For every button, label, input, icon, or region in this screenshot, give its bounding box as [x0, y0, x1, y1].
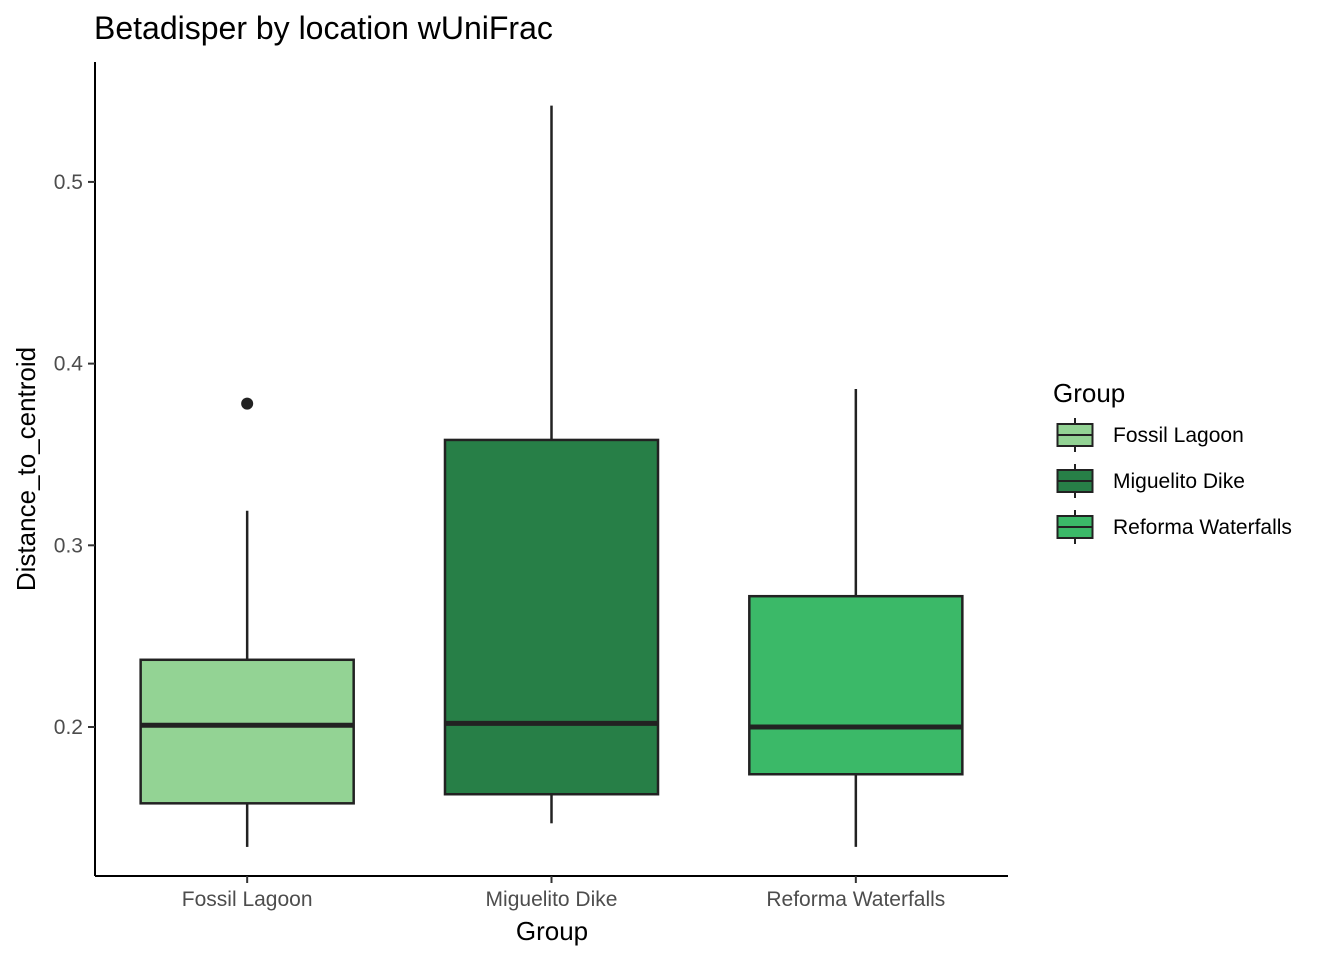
legend-items: Fossil Lagoon Miguelito Dike Reforma Water…	[1056, 418, 1292, 544]
y-tick-label: 0.4	[54, 353, 84, 376]
box-reforma-waterfalls	[748, 389, 964, 847]
x-axis-ticks: Fossil Lagoon Miguelito Dike Reforma Water…	[182, 876, 945, 911]
legend-label: Fossil Lagoon	[1113, 424, 1244, 447]
x-tick-label: Miguelito Dike	[486, 888, 618, 911]
y-axis-title: Distance_to_centroid	[11, 347, 41, 591]
legend-item: Reforma Waterfalls	[1056, 510, 1292, 544]
y-tick-label: 0.5	[54, 171, 83, 194]
iqr-box	[443, 438, 660, 796]
legend-title: Group	[1053, 378, 1125, 408]
boxplot-boxes	[139, 105, 964, 847]
legend-label: Reforma Waterfalls	[1113, 516, 1292, 539]
legend-label: Miguelito Dike	[1113, 470, 1245, 493]
y-tick-label: 0.3	[54, 534, 83, 557]
x-axis-title: Group	[516, 916, 588, 946]
legend-item: Fossil Lagoon	[1056, 418, 1244, 452]
iqr-box	[748, 594, 964, 776]
legend-item: Miguelito Dike	[1056, 464, 1245, 498]
box-miguelito-dike	[443, 105, 660, 824]
legend: Group Fossil Lagoon Miguelito Dike Reforma…	[1053, 378, 1292, 544]
box-fossil-lagoon	[139, 397, 355, 847]
x-tick-label: Reforma Waterfalls	[766, 888, 945, 911]
y-axis-ticks: 0.2 0.3 0.4 0.5	[54, 171, 95, 739]
y-tick-label: 0.2	[54, 716, 83, 739]
chart-title: Betadisper by location wUniFrac	[94, 10, 553, 46]
x-tick-label: Fossil Lagoon	[182, 888, 313, 911]
outlier-point	[241, 397, 254, 410]
iqr-box	[139, 658, 355, 805]
